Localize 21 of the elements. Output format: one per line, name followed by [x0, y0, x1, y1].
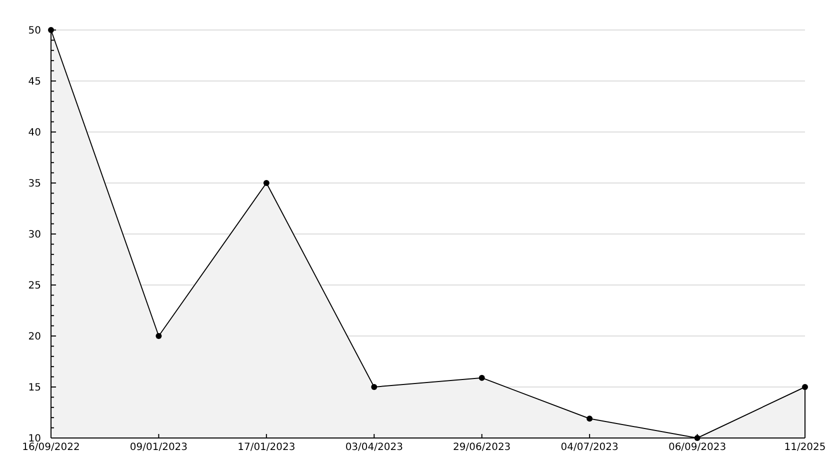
- point: [156, 333, 162, 339]
- y-tick-label: 50: [28, 26, 41, 36]
- point: [586, 416, 593, 422]
- y-tick-label: 35: [28, 178, 41, 190]
- y-tick-label: 45: [28, 76, 41, 88]
- x-tick-label: 17/01/2023: [238, 442, 296, 453]
- y-tick-label: 15: [28, 382, 41, 394]
- point: [478, 374, 485, 381]
- x-tick-label: 11/2025: [784, 442, 826, 453]
- x-tick-label: 29/06/2023: [453, 442, 511, 453]
- x-tick-label: 09/01/2023: [130, 442, 188, 453]
- x-tick-label: 03/04/2023: [345, 442, 403, 453]
- x-tick-label: 16/09/2022: [22, 442, 80, 453]
- y-tick-label: 40: [28, 128, 41, 138]
- point: [371, 384, 378, 390]
- y-tick-label: 30: [28, 230, 41, 240]
- x-tick-label: 04/07/2023: [560, 442, 618, 453]
- x-tick-label: 06/09/2023: [668, 442, 726, 453]
- point: [263, 180, 270, 186]
- y-tick-label: 20: [28, 332, 41, 342]
- y-tick-label: 25: [28, 280, 41, 292]
